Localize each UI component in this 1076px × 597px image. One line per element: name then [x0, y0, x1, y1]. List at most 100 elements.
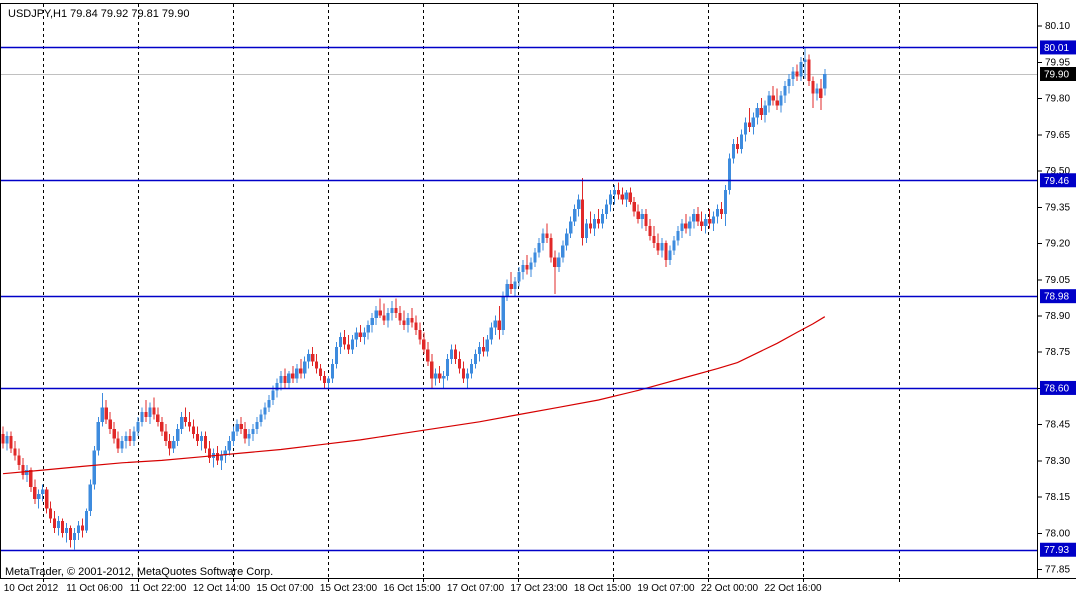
- candle: [501, 291, 505, 335]
- candle-body: [581, 199, 585, 239]
- candle-wick: [482, 337, 484, 357]
- time-axis[interactable]: 10 Oct 2012 11 Oct 06:00 11 Oct 22:00 12 Oc…: [4, 579, 900, 594]
- candle: [450, 344, 454, 364]
- candle: [799, 57, 803, 82]
- candle: [497, 305, 501, 340]
- time-axis-label: 15 Oct 07:00: [256, 583, 314, 594]
- candle: [465, 368, 470, 388]
- candle-body: [382, 315, 386, 321]
- candle: [767, 90, 771, 113]
- candle: [823, 69, 827, 96]
- candle: [716, 204, 720, 224]
- candle-wick: [466, 368, 468, 388]
- candle-body: [719, 209, 724, 215]
- candle: [291, 366, 295, 384]
- candle-body: [557, 257, 561, 268]
- candle-body: [88, 484, 92, 512]
- candle: [330, 358, 335, 384]
- candle: [640, 209, 644, 229]
- candle-body: [489, 327, 493, 340]
- candle-body: [346, 344, 350, 350]
- candle-body: [632, 201, 636, 212]
- candle-body: [243, 428, 247, 439]
- candle: [259, 409, 263, 427]
- candle: [120, 436, 124, 454]
- candle: [537, 238, 541, 258]
- price-level-badge: 79.46: [1040, 173, 1076, 188]
- price-tick-label: 78.30: [1045, 456, 1070, 467]
- candle-body: [104, 407, 108, 420]
- candle-body: [307, 354, 311, 362]
- candle-body: [811, 81, 815, 94]
- candle-body: [755, 107, 759, 118]
- candle-body: [453, 349, 458, 359]
- candle-body: [525, 264, 529, 270]
- candle-body: [680, 223, 684, 231]
- candle: [652, 226, 656, 248]
- candle-wick: [554, 250, 556, 294]
- candle-body: [176, 428, 180, 442]
- candle: [453, 344, 458, 364]
- time-axis-label: 11 Oct 06:00: [66, 583, 123, 594]
- candle: [509, 272, 513, 294]
- candle: [406, 313, 410, 333]
- candle-body: [25, 470, 29, 475]
- candle-body: [426, 349, 430, 362]
- candle: [676, 226, 680, 246]
- candle: [128, 428, 132, 446]
- current-price-badge-text: 79.90: [1044, 69, 1069, 80]
- candle-wick: [748, 107, 750, 132]
- candle-body: [446, 358, 450, 376]
- candle-body: [767, 95, 771, 106]
- candle: [719, 201, 724, 219]
- candle: [64, 523, 69, 543]
- candle-body: [68, 528, 73, 541]
- horizontal-lines-layer: [0, 46, 1037, 552]
- time-axis-label: 17 Oct 07:00: [447, 583, 505, 594]
- candle-body: [823, 73, 827, 89]
- candle: [17, 448, 21, 471]
- candle-body: [545, 233, 549, 239]
- candle-body: [743, 122, 747, 135]
- candle-body: [215, 453, 219, 461]
- time-axis-label: 11 Oct 22:00: [130, 583, 187, 594]
- chart-plot-area[interactable]: [0, 3, 1037, 578]
- candle-body: [291, 373, 295, 379]
- candle: [648, 218, 652, 241]
- candle-body: [187, 421, 192, 427]
- candle: [239, 416, 243, 434]
- candle: [219, 450, 223, 471]
- candle-body: [704, 218, 708, 227]
- candle-body: [56, 520, 61, 529]
- candle: [446, 354, 450, 381]
- price-axis[interactable]: 80.10 79.95 79.80 79.65 79.50 79.35 79.20 79.05…: [1037, 21, 1076, 576]
- candle-body: [172, 441, 176, 449]
- candle: [779, 90, 783, 113]
- candle-body: [239, 424, 243, 429]
- candle-body: [53, 518, 57, 529]
- candle: [247, 428, 251, 446]
- candle-body: [700, 221, 704, 227]
- candle-body: [751, 117, 755, 128]
- candle: [283, 368, 287, 388]
- candle-body: [604, 204, 609, 215]
- candle-body: [255, 421, 259, 429]
- candle-body: [723, 189, 728, 215]
- candle: [684, 214, 688, 234]
- candle: [362, 327, 366, 345]
- candle: [692, 209, 696, 229]
- candle: [398, 305, 402, 326]
- copyright-label: MetaTrader, © 2001-2012, MetaQuotes Soft…: [5, 566, 273, 578]
- candle: [390, 301, 394, 321]
- candle: [469, 358, 474, 379]
- candle: [573, 204, 577, 227]
- candle-body: [640, 214, 644, 219]
- price-level-badge: 77.93: [1040, 542, 1076, 557]
- candle-body: [819, 88, 823, 99]
- candle: [616, 182, 620, 200]
- candle: [287, 371, 291, 388]
- candle: [759, 98, 763, 120]
- candle: [96, 416, 100, 456]
- candle-body: [84, 511, 88, 531]
- candle: [378, 298, 382, 318]
